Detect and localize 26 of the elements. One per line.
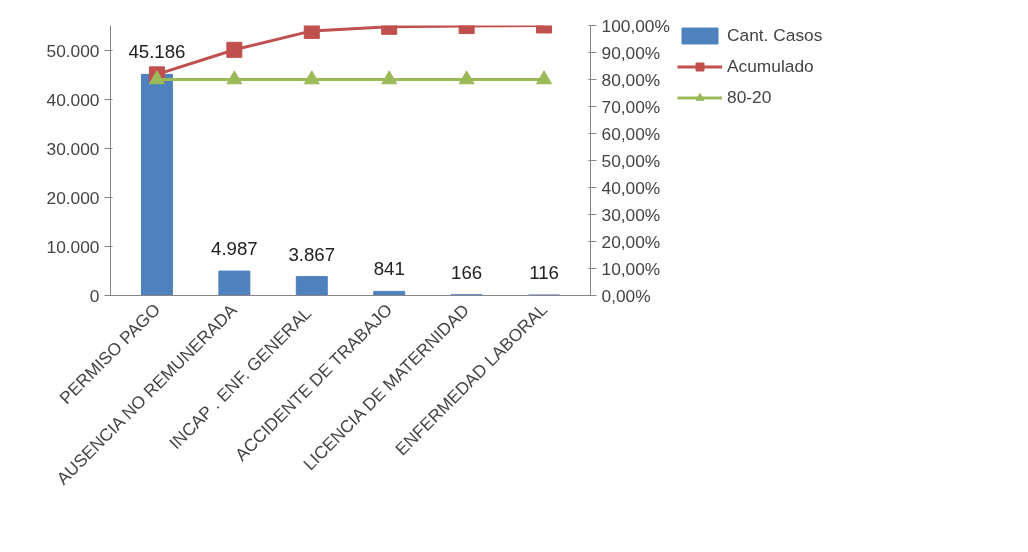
data-label: 3.867 <box>288 243 336 265</box>
y2-tick-label: 10,00% <box>601 258 661 279</box>
y2-tick-label: 50,00% <box>601 150 661 171</box>
y2-tick-label: 70,00% <box>601 96 661 117</box>
y-tick-label: 40.000 <box>46 89 100 110</box>
y-tick-label: 30.000 <box>46 138 100 159</box>
y-tick-label: 50.000 <box>46 40 100 61</box>
legend-label: Cant. Casos <box>727 24 823 46</box>
y2-tick-label: 0,00% <box>601 285 651 306</box>
y2-tick-label: 60,00% <box>601 123 661 144</box>
y2-tick-label: 90,00% <box>601 42 661 63</box>
y2-tick-label: 80,00% <box>601 69 661 90</box>
y-tick-label: 20.000 <box>46 187 100 208</box>
data-label: 4.987 <box>211 238 258 260</box>
y2-tick-label: 40,00% <box>601 177 661 198</box>
y2-tick-label: 20,00% <box>601 231 661 252</box>
y-tick-label: 10.000 <box>46 236 100 257</box>
y2-tick-label: 30,00% <box>601 204 661 225</box>
data-label: 166 <box>451 261 483 283</box>
y2-tick-label: 100,00% <box>601 15 670 36</box>
data-label: 45.186 <box>128 41 186 63</box>
y-tick-label: 0 <box>89 285 100 306</box>
legend-label: Acumulado <box>727 55 814 77</box>
data-label: 841 <box>373 258 405 280</box>
legend-label: 80-20 <box>727 86 772 108</box>
data-label: 116 <box>529 261 559 283</box>
